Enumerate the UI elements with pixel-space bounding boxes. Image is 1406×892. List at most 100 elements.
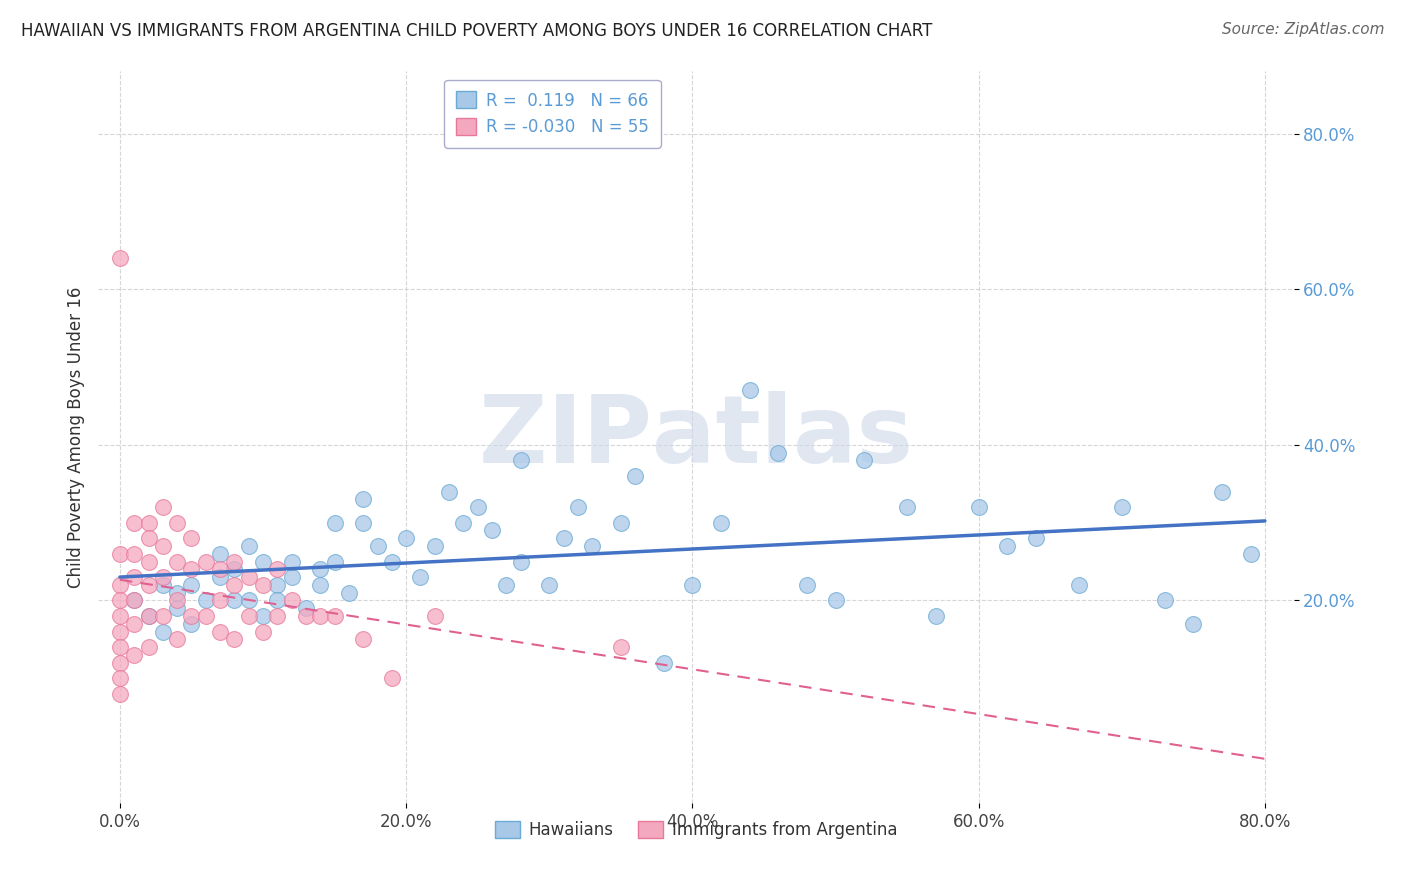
Point xyxy=(238,539,260,553)
Point xyxy=(824,593,846,607)
Point xyxy=(152,609,174,624)
Point xyxy=(266,578,288,592)
Point xyxy=(409,570,432,584)
Point xyxy=(509,555,531,569)
Point xyxy=(122,593,145,607)
Text: HAWAIIAN VS IMMIGRANTS FROM ARGENTINA CHILD POVERTY AMONG BOYS UNDER 16 CORRELAT: HAWAIIAN VS IMMIGRANTS FROM ARGENTINA CH… xyxy=(21,22,932,40)
Point xyxy=(509,453,531,467)
Point xyxy=(166,601,188,615)
Point xyxy=(122,516,145,530)
Point xyxy=(1211,484,1233,499)
Point xyxy=(538,578,561,592)
Point xyxy=(108,671,131,685)
Point xyxy=(467,500,489,515)
Point xyxy=(209,593,232,607)
Point xyxy=(180,578,202,592)
Point xyxy=(367,539,389,553)
Point xyxy=(138,640,160,655)
Point xyxy=(224,578,246,592)
Point xyxy=(796,578,818,592)
Point xyxy=(481,524,503,538)
Point xyxy=(252,609,274,624)
Point xyxy=(553,531,575,545)
Point xyxy=(323,516,346,530)
Point xyxy=(853,453,876,467)
Text: ZIP​atlas: ZIP​atlas xyxy=(479,391,912,483)
Point xyxy=(309,578,332,592)
Point xyxy=(138,609,160,624)
Point xyxy=(323,609,346,624)
Point xyxy=(1067,578,1090,592)
Point xyxy=(108,547,131,561)
Point xyxy=(238,570,260,584)
Point xyxy=(352,516,374,530)
Point xyxy=(180,616,202,631)
Point xyxy=(252,578,274,592)
Point xyxy=(108,687,131,701)
Point xyxy=(309,562,332,576)
Point xyxy=(138,609,160,624)
Point xyxy=(567,500,589,515)
Point xyxy=(180,562,202,576)
Point xyxy=(122,547,145,561)
Point xyxy=(108,624,131,639)
Point xyxy=(995,539,1018,553)
Point xyxy=(309,609,332,624)
Point xyxy=(266,562,288,576)
Point xyxy=(395,531,418,545)
Point xyxy=(180,531,202,545)
Point xyxy=(581,539,603,553)
Point xyxy=(224,562,246,576)
Point xyxy=(1111,500,1133,515)
Point xyxy=(681,578,703,592)
Point xyxy=(209,624,232,639)
Point xyxy=(108,609,131,624)
Point xyxy=(381,555,404,569)
Point xyxy=(1025,531,1047,545)
Point xyxy=(108,578,131,592)
Point xyxy=(209,570,232,584)
Point xyxy=(252,555,274,569)
Point xyxy=(1239,547,1261,561)
Point xyxy=(610,516,633,530)
Point xyxy=(166,516,188,530)
Point xyxy=(768,445,790,459)
Point xyxy=(166,585,188,599)
Point xyxy=(624,469,647,483)
Point xyxy=(738,384,761,398)
Text: Source: ZipAtlas.com: Source: ZipAtlas.com xyxy=(1222,22,1385,37)
Point xyxy=(295,609,318,624)
Point xyxy=(295,601,318,615)
Point xyxy=(280,555,302,569)
Point xyxy=(152,500,174,515)
Point xyxy=(652,656,675,670)
Point xyxy=(280,570,302,584)
Legend: Hawaiians, Immigrants from Argentina: Hawaiians, Immigrants from Argentina xyxy=(488,814,904,846)
Point xyxy=(108,640,131,655)
Point xyxy=(967,500,990,515)
Point xyxy=(108,251,131,265)
Point xyxy=(152,570,174,584)
Point xyxy=(925,609,948,624)
Point xyxy=(266,593,288,607)
Point xyxy=(152,539,174,553)
Point xyxy=(152,624,174,639)
Point xyxy=(152,578,174,592)
Point xyxy=(337,585,360,599)
Point xyxy=(138,555,160,569)
Point xyxy=(252,624,274,639)
Point xyxy=(610,640,633,655)
Point xyxy=(166,593,188,607)
Point xyxy=(224,593,246,607)
Point xyxy=(238,609,260,624)
Point xyxy=(423,609,446,624)
Point xyxy=(194,555,217,569)
Point xyxy=(280,593,302,607)
Point xyxy=(238,593,260,607)
Point xyxy=(209,562,232,576)
Point xyxy=(194,609,217,624)
Point xyxy=(122,648,145,662)
Point xyxy=(437,484,460,499)
Point xyxy=(194,593,217,607)
Point xyxy=(108,593,131,607)
